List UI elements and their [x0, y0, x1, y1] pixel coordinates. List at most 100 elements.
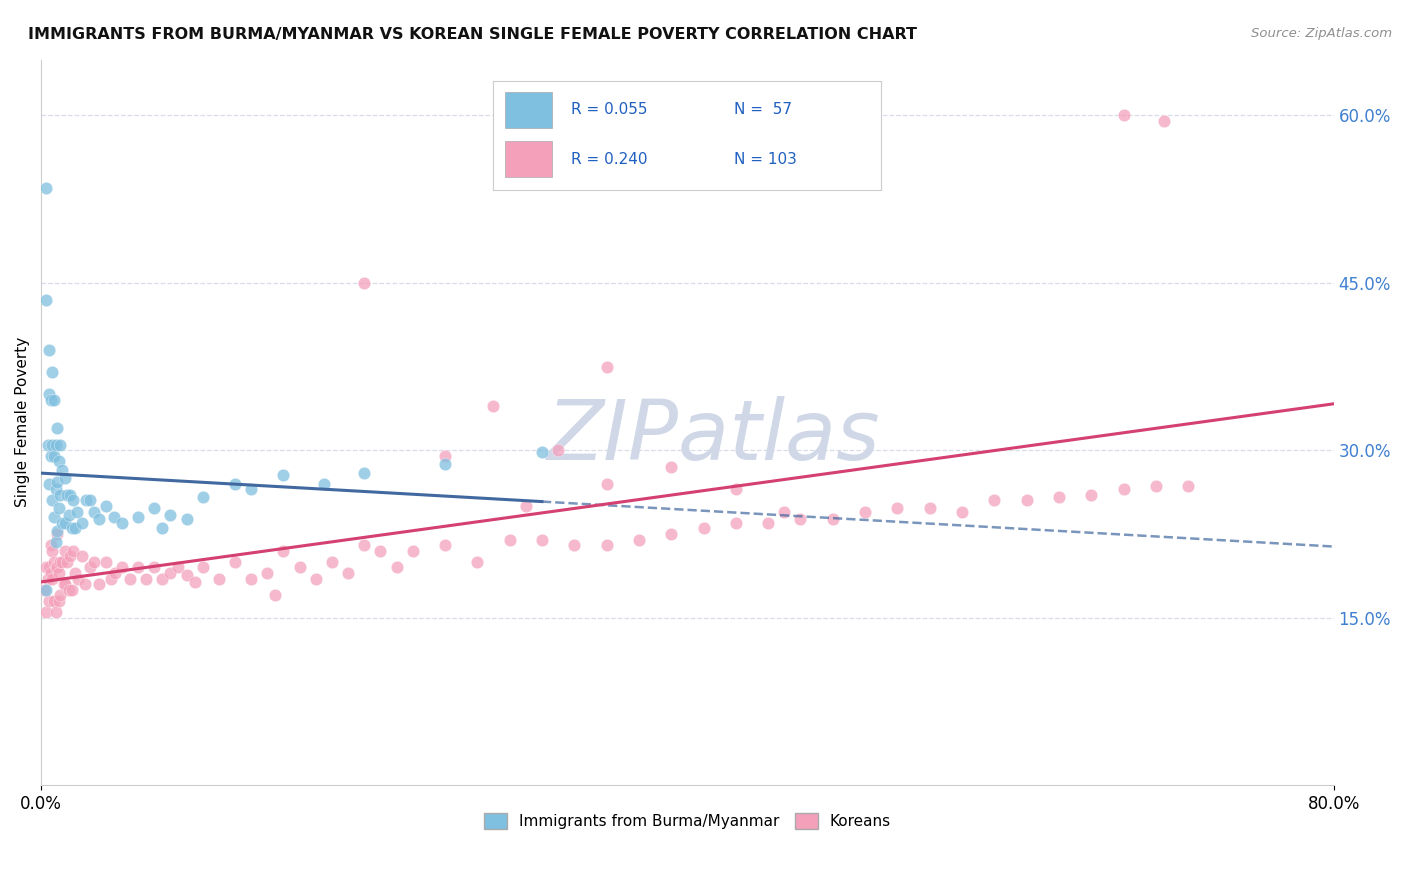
Point: [38, 560, 60, 574]
Point: [89, 577, 111, 591]
Point: [370, 543, 392, 558]
Point: [111, 516, 134, 530]
Point: [66, 505, 89, 519]
Point: [37, 438, 59, 452]
Point: [42, 449, 65, 463]
Point: [482, 399, 505, 413]
Point: [37, 572, 59, 586]
Point: [48, 454, 70, 468]
Point: [51, 516, 73, 530]
Text: ZIPatlas: ZIPatlas: [547, 396, 880, 477]
Point: [111, 560, 134, 574]
Point: [167, 560, 190, 574]
Point: [240, 572, 263, 586]
Point: [756, 516, 779, 530]
Point: [63, 521, 86, 535]
Point: [150, 521, 173, 535]
Point: [135, 572, 157, 586]
Point: [38, 387, 60, 401]
Point: [353, 276, 375, 290]
Point: [49, 555, 72, 569]
Point: [264, 588, 287, 602]
Point: [273, 467, 295, 482]
Point: [52, 577, 75, 591]
Point: [530, 533, 553, 547]
Point: [42, 594, 65, 608]
Point: [35, 605, 58, 619]
Point: [256, 566, 278, 580]
Point: [48, 594, 70, 608]
Point: [467, 555, 489, 569]
Point: [63, 566, 86, 580]
Point: [45, 483, 67, 497]
Point: [515, 499, 537, 513]
Point: [89, 512, 111, 526]
Point: [53, 543, 76, 558]
Point: [94, 555, 117, 569]
Point: [42, 510, 65, 524]
Point: [45, 534, 67, 549]
Point: [353, 466, 375, 480]
Point: [83, 555, 105, 569]
Point: [1112, 483, 1135, 497]
Point: [49, 488, 72, 502]
Point: [39, 538, 62, 552]
Point: [94, 499, 117, 513]
Point: [51, 555, 73, 569]
Point: [240, 483, 263, 497]
Point: [789, 512, 811, 526]
Point: [58, 508, 80, 522]
Point: [45, 605, 67, 619]
Point: [60, 582, 83, 597]
Point: [595, 538, 617, 552]
Point: [853, 505, 876, 519]
Point: [42, 392, 65, 407]
Point: [41, 365, 63, 379]
Point: [75, 493, 97, 508]
Point: [127, 510, 149, 524]
Point: [595, 476, 617, 491]
Point: [627, 533, 650, 547]
Point: [51, 463, 73, 477]
Point: [34, 582, 56, 597]
Point: [159, 566, 181, 580]
Point: [312, 476, 335, 491]
Point: [100, 572, 122, 586]
Point: [53, 577, 76, 591]
Point: [434, 538, 457, 552]
Point: [224, 555, 246, 569]
Point: [46, 475, 69, 489]
Point: [39, 392, 62, 407]
Point: [595, 359, 617, 374]
Point: [41, 493, 63, 508]
Point: [224, 476, 246, 491]
Text: Source: ZipAtlas.com: Source: ZipAtlas.com: [1251, 27, 1392, 40]
Point: [38, 343, 60, 357]
Point: [208, 572, 231, 586]
Point: [46, 421, 69, 435]
Point: [46, 560, 69, 574]
Point: [562, 538, 585, 552]
Point: [176, 512, 198, 526]
Point: [724, 516, 747, 530]
Point: [950, 505, 973, 519]
Point: [385, 560, 408, 574]
Point: [41, 543, 63, 558]
Point: [434, 457, 457, 471]
Point: [321, 555, 343, 569]
Point: [53, 471, 76, 485]
Point: [41, 438, 63, 452]
Point: [103, 510, 125, 524]
Point: [35, 582, 58, 597]
Point: [273, 543, 295, 558]
Point: [692, 521, 714, 535]
Point: [434, 449, 457, 463]
Point: [886, 501, 908, 516]
Point: [38, 476, 60, 491]
Point: [1080, 488, 1102, 502]
Point: [39, 566, 62, 580]
Point: [983, 493, 1005, 508]
Point: [56, 488, 79, 502]
Point: [70, 549, 93, 564]
Point: [191, 490, 214, 504]
